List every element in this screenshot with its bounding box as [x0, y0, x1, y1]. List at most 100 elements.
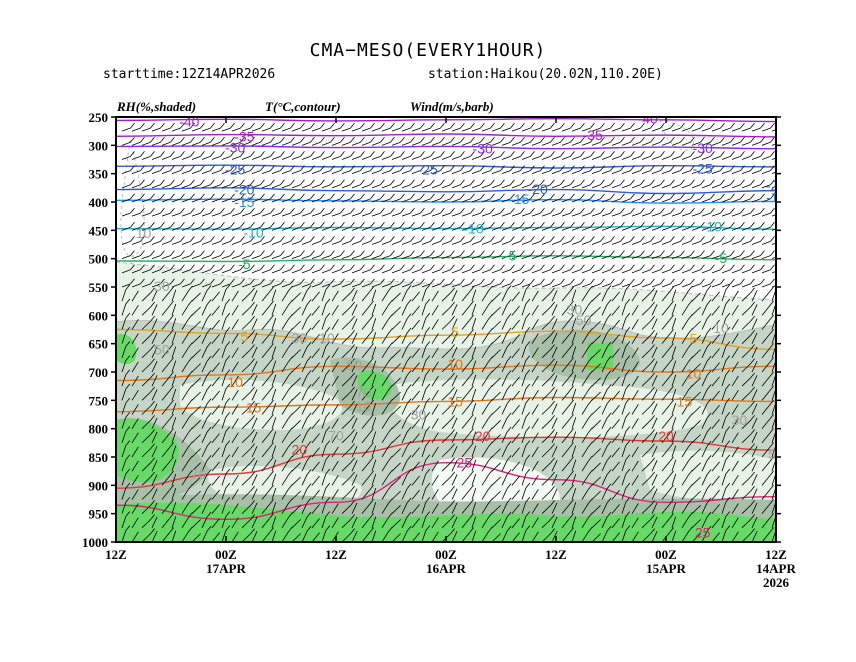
wind-barb: [391, 241, 401, 245]
wind-barb-flag: [540, 250, 545, 256]
wind-barb-flag: [725, 355, 731, 361]
wind-barb-flag: [480, 193, 485, 200]
wind-barb: [551, 283, 561, 288]
wind-barb: [701, 403, 708, 415]
wind-barb-flag: [388, 455, 393, 462]
wind-barb: [481, 517, 489, 529]
wind-barb-flag: [730, 278, 735, 285]
wind-barb: [281, 361, 289, 373]
wind-barb: [671, 502, 677, 514]
wind-barb: [711, 305, 720, 316]
wind-barb: [741, 198, 751, 203]
wind-barb-flag: [488, 469, 493, 476]
wind-barb-flag: [280, 264, 285, 270]
wind-barb: [231, 269, 241, 274]
wind-barb-flag: [760, 207, 765, 214]
wind-barb-flag: [150, 179, 155, 185]
wind-barb: [581, 418, 589, 429]
wind-barb-flag: [270, 136, 275, 143]
wind-barb: [461, 283, 471, 288]
wind-barb-flag: [630, 264, 635, 270]
wind-barb-flag: [530, 179, 535, 185]
wind-barb-flag: [606, 341, 612, 348]
wind-barb-flag: [580, 136, 585, 143]
wind-barb-flag: [380, 122, 385, 129]
wind-barb-flag: [688, 484, 693, 490]
wind-barb: [561, 362, 570, 373]
wind-barb: [391, 320, 401, 330]
wind-barb-flag: [590, 264, 595, 270]
wind-barb: [481, 255, 491, 260]
wind-barb-flag: [125, 497, 131, 503]
wind-barb-flag: [250, 400, 255, 407]
wind-barb-flag: [169, 300, 174, 307]
wind-barb-flag: [260, 165, 265, 171]
wind-barb: [721, 156, 731, 160]
wind-barb: [271, 170, 281, 175]
wind-barb-flag: [750, 528, 755, 534]
wind-barb: [461, 475, 470, 486]
wind-barb-flag: [750, 278, 755, 285]
wind-barb: [611, 141, 621, 146]
wind-barb: [611, 127, 621, 132]
wind-barb-flag: [569, 385, 574, 392]
wind-barb: [501, 318, 508, 330]
wind-barb-flag: [180, 278, 185, 285]
wind-barb-flag: [750, 250, 755, 256]
wind-barb: [531, 319, 539, 330]
wind-barb: [291, 490, 301, 500]
wind-barb: [681, 375, 689, 387]
wind-barb: [721, 170, 731, 175]
wind-barb: [701, 332, 708, 344]
wind-barb-flag: [240, 207, 245, 214]
wind-barb: [491, 533, 501, 542]
wind-barb: [381, 141, 391, 146]
wind-barb-flag: [630, 193, 635, 200]
wind-barb: [501, 431, 508, 444]
wind-barb-flag: [280, 151, 285, 157]
wind-barb-flag: [325, 482, 331, 489]
wind-barb: [761, 305, 770, 316]
wind-barb-flag: [488, 399, 493, 405]
wind-barb: [411, 184, 421, 189]
wind-barb: [501, 417, 508, 429]
wind-barb-flag: [730, 193, 735, 200]
wind-barb: [621, 170, 631, 175]
wind-barb: [321, 141, 331, 146]
wind-barb-flag: [750, 471, 755, 478]
wind-barb-flag: [369, 385, 374, 392]
wind-barb: [351, 290, 358, 302]
wind-barb: [361, 532, 370, 542]
wind-barb-flag: [506, 511, 512, 518]
wind-barb: [121, 445, 127, 458]
wind-barb: [191, 127, 201, 132]
wind-barb-flag: [550, 301, 555, 308]
wind-barb-flag: [688, 370, 693, 377]
wind-barb: [631, 375, 639, 387]
wind-barb: [201, 170, 211, 175]
wind-barb: [241, 434, 251, 444]
wind-barb-flag: [720, 193, 725, 200]
wind-barb: [411, 156, 421, 160]
wind-barb-flag: [450, 443, 455, 449]
wind-barb-flag: [360, 165, 365, 171]
wind-barb-flag: [269, 527, 274, 533]
wind-barb-flag: [290, 207, 295, 214]
wind-barb: [541, 349, 551, 359]
wind-barb-flag: [150, 287, 155, 294]
wind-barb-flag: [130, 221, 135, 228]
wind-barb-flag: [510, 136, 515, 143]
wind-barb: [581, 517, 589, 529]
wind-barb-flag: [450, 264, 455, 270]
wind-barb: [591, 212, 601, 217]
wind-barb: [311, 241, 321, 245]
wind-barb: [361, 504, 370, 514]
wind-barb: [451, 389, 458, 401]
wind-barb: [741, 505, 751, 514]
wind-barb-flag: [725, 369, 731, 376]
wind-barb-flag: [169, 357, 174, 363]
wind-barb: [221, 317, 227, 330]
wind-barb: [451, 283, 461, 288]
wind-barb: [211, 376, 220, 387]
wind-barb: [631, 241, 641, 245]
